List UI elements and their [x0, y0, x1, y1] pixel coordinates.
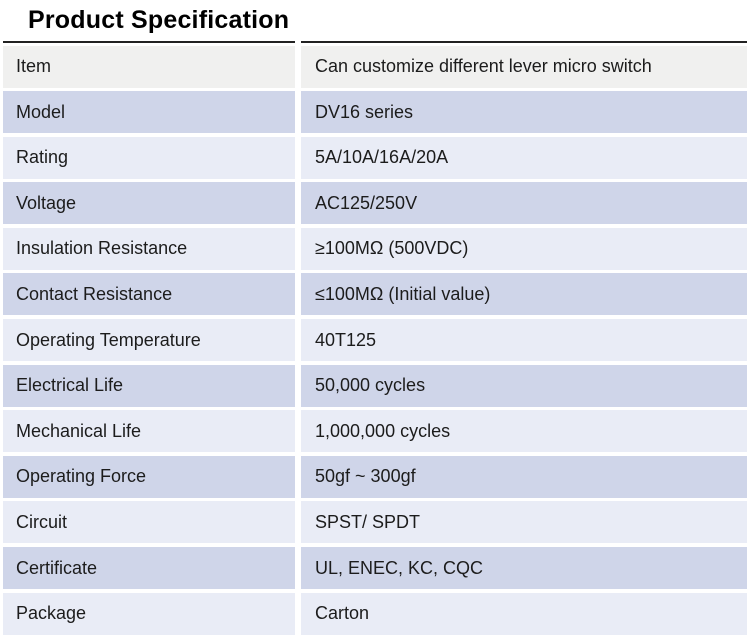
spec-label: Mechanical Life: [3, 410, 295, 453]
title-rule-right-segment: [301, 41, 747, 43]
spec-row: Contact Resistance ≤100MΩ (Initial value…: [3, 273, 747, 316]
spec-row: Model DV16 series: [3, 91, 747, 134]
spec-value: UL, ENEC, KC, CQC: [301, 547, 747, 590]
spec-value: 50,000 cycles: [301, 364, 747, 407]
spec-value: AC125/250V: [301, 182, 747, 225]
title-rule-left-segment: [3, 41, 295, 43]
spec-value: SPST/ SPDT: [301, 501, 747, 544]
spec-label: Package: [3, 592, 295, 635]
spec-row: Circuit SPST/ SPDT: [3, 501, 747, 544]
spec-value: DV16 series: [301, 91, 747, 134]
spec-value: 5A/10A/16A/20A: [301, 136, 747, 179]
spec-value: Can customize different lever micro swit…: [301, 45, 747, 88]
spec-value: 1,000,000 cycles: [301, 410, 747, 453]
spec-label: Certificate: [3, 547, 295, 590]
spec-label: Insulation Resistance: [3, 227, 295, 270]
spec-row: Rating 5A/10A/16A/20A: [3, 136, 747, 179]
spec-value: 40T125: [301, 319, 747, 362]
spec-label: Operating Force: [3, 455, 295, 498]
spec-label: Contact Resistance: [3, 273, 295, 316]
spec-row: Mechanical Life 1,000,000 cycles: [3, 410, 747, 453]
spec-row: Package Carton: [3, 592, 747, 635]
spec-label: Operating Temperature: [3, 319, 295, 362]
spec-row: Operating Force 50gf ~ 300gf: [3, 455, 747, 498]
spec-rows-container: Item Can customize different lever micro…: [3, 45, 747, 635]
spec-label: Item: [3, 45, 295, 88]
spec-value: 50gf ~ 300gf: [301, 455, 747, 498]
page-title: Product Specification: [28, 6, 290, 34]
spec-row: Certificate UL, ENEC, KC, CQC: [3, 547, 747, 590]
spec-label: Circuit: [3, 501, 295, 544]
spec-label: Voltage: [3, 182, 295, 225]
spec-value: ≥100MΩ (500VDC): [301, 227, 747, 270]
spec-table: Item Can customize different lever micro…: [3, 41, 747, 638]
spec-label: Model: [3, 91, 295, 134]
spec-row: Item Can customize different lever micro…: [3, 45, 747, 88]
spec-value: ≤100MΩ (Initial value): [301, 273, 747, 316]
spec-label: Rating: [3, 136, 295, 179]
spec-label: Electrical Life: [3, 364, 295, 407]
title-rule: [3, 41, 747, 43]
spec-row: Voltage AC125/250V: [3, 182, 747, 225]
spec-row: Insulation Resistance ≥100MΩ (500VDC): [3, 227, 747, 270]
spec-value: Carton: [301, 592, 747, 635]
spec-row: Electrical Life 50,000 cycles: [3, 364, 747, 407]
spec-row: Operating Temperature 40T125: [3, 319, 747, 362]
